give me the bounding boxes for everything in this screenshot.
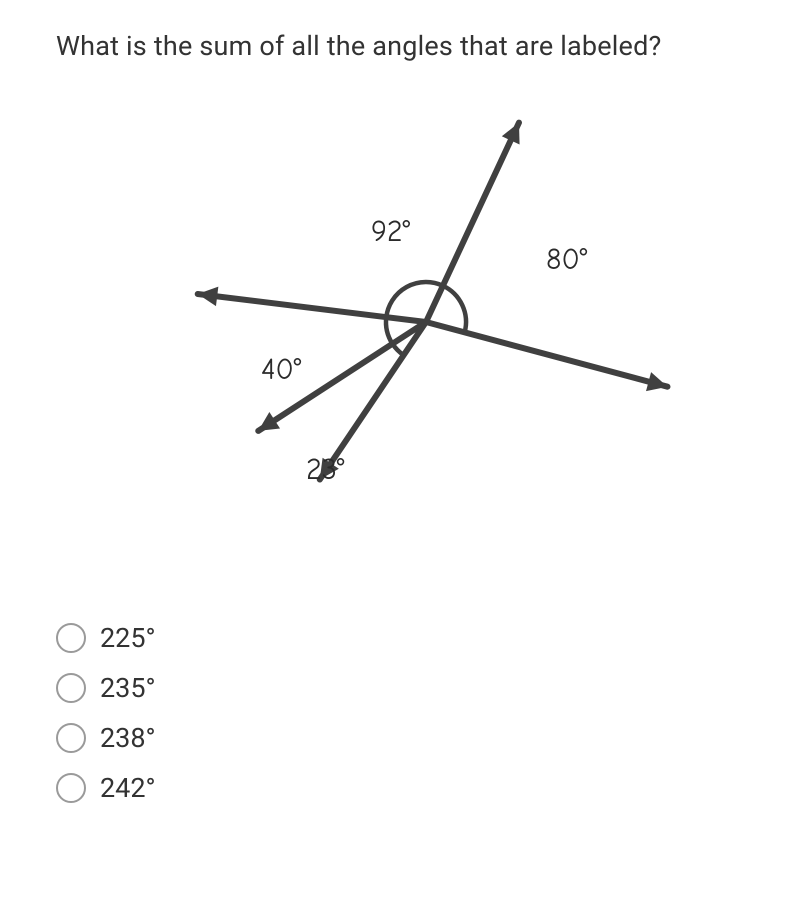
option-label: 242° <box>100 772 156 804</box>
option-1[interactable]: 235° <box>56 672 760 704</box>
option-label: 225° <box>100 622 156 654</box>
answer-options: 225° 235° 238° 242° <box>56 622 760 804</box>
radio-icon <box>56 623 86 653</box>
angle-label: 80° <box>546 242 587 277</box>
option-label: 238° <box>100 722 156 754</box>
angle-diagram: 92° 80° 40° 23° <box>126 112 686 592</box>
radio-icon <box>56 773 86 803</box>
option-label: 235° <box>100 672 156 704</box>
option-3[interactable]: 242° <box>56 772 760 804</box>
question-text: What is the sum of all the angles that a… <box>56 30 760 62</box>
option-2[interactable]: 238° <box>56 722 760 754</box>
option-0[interactable]: 225° <box>56 622 760 654</box>
radio-icon <box>56 723 86 753</box>
angle-label: 23° <box>306 452 344 487</box>
radio-icon <box>56 673 86 703</box>
angle-label: 40° <box>261 352 301 387</box>
angle-label: 92° <box>371 214 410 249</box>
